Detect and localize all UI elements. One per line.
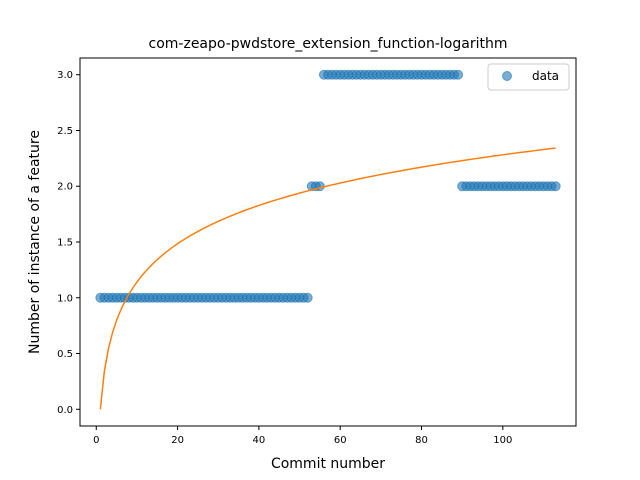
y-axis: 0.0 0.5 1.0 1.5 2.0 2.5 3.0 bbox=[57, 70, 80, 416]
y-tick-label: 2.5 bbox=[57, 126, 73, 137]
plot-area bbox=[95, 69, 561, 410]
x-tick-label: 60 bbox=[334, 435, 347, 446]
x-tick-label: 40 bbox=[253, 435, 266, 446]
legend-box bbox=[487, 63, 570, 91]
y-tick-label: 0.0 bbox=[57, 405, 73, 416]
legend-label: data bbox=[532, 69, 559, 83]
x-tick-label: 100 bbox=[493, 435, 512, 446]
x-tick-label: 80 bbox=[415, 435, 428, 446]
plot-frame bbox=[79, 57, 577, 427]
x-axis-label: Commit number bbox=[271, 456, 385, 472]
legend: data bbox=[487, 63, 570, 91]
chart-title: com-zeapo-pwdstore_extension_function-lo… bbox=[149, 36, 508, 52]
y-tick-label: 0.5 bbox=[57, 349, 73, 360]
y-tick-label: 2.0 bbox=[57, 182, 73, 193]
x-tick-label: 20 bbox=[171, 435, 184, 446]
y-tick-label: 1.0 bbox=[57, 293, 73, 304]
y-tick-label: 3.0 bbox=[57, 70, 73, 81]
fit-line bbox=[99, 147, 556, 410]
data-point bbox=[302, 292, 313, 303]
x-axis: 0 20 40 60 80 100 bbox=[93, 426, 512, 446]
x-tick-label: 0 bbox=[93, 435, 99, 446]
y-axis-label: Number of instance of a feature bbox=[27, 130, 43, 354]
legend-marker bbox=[502, 71, 512, 81]
data-point bbox=[550, 181, 561, 192]
data-point bbox=[453, 69, 464, 80]
y-tick-label: 1.5 bbox=[57, 238, 73, 249]
